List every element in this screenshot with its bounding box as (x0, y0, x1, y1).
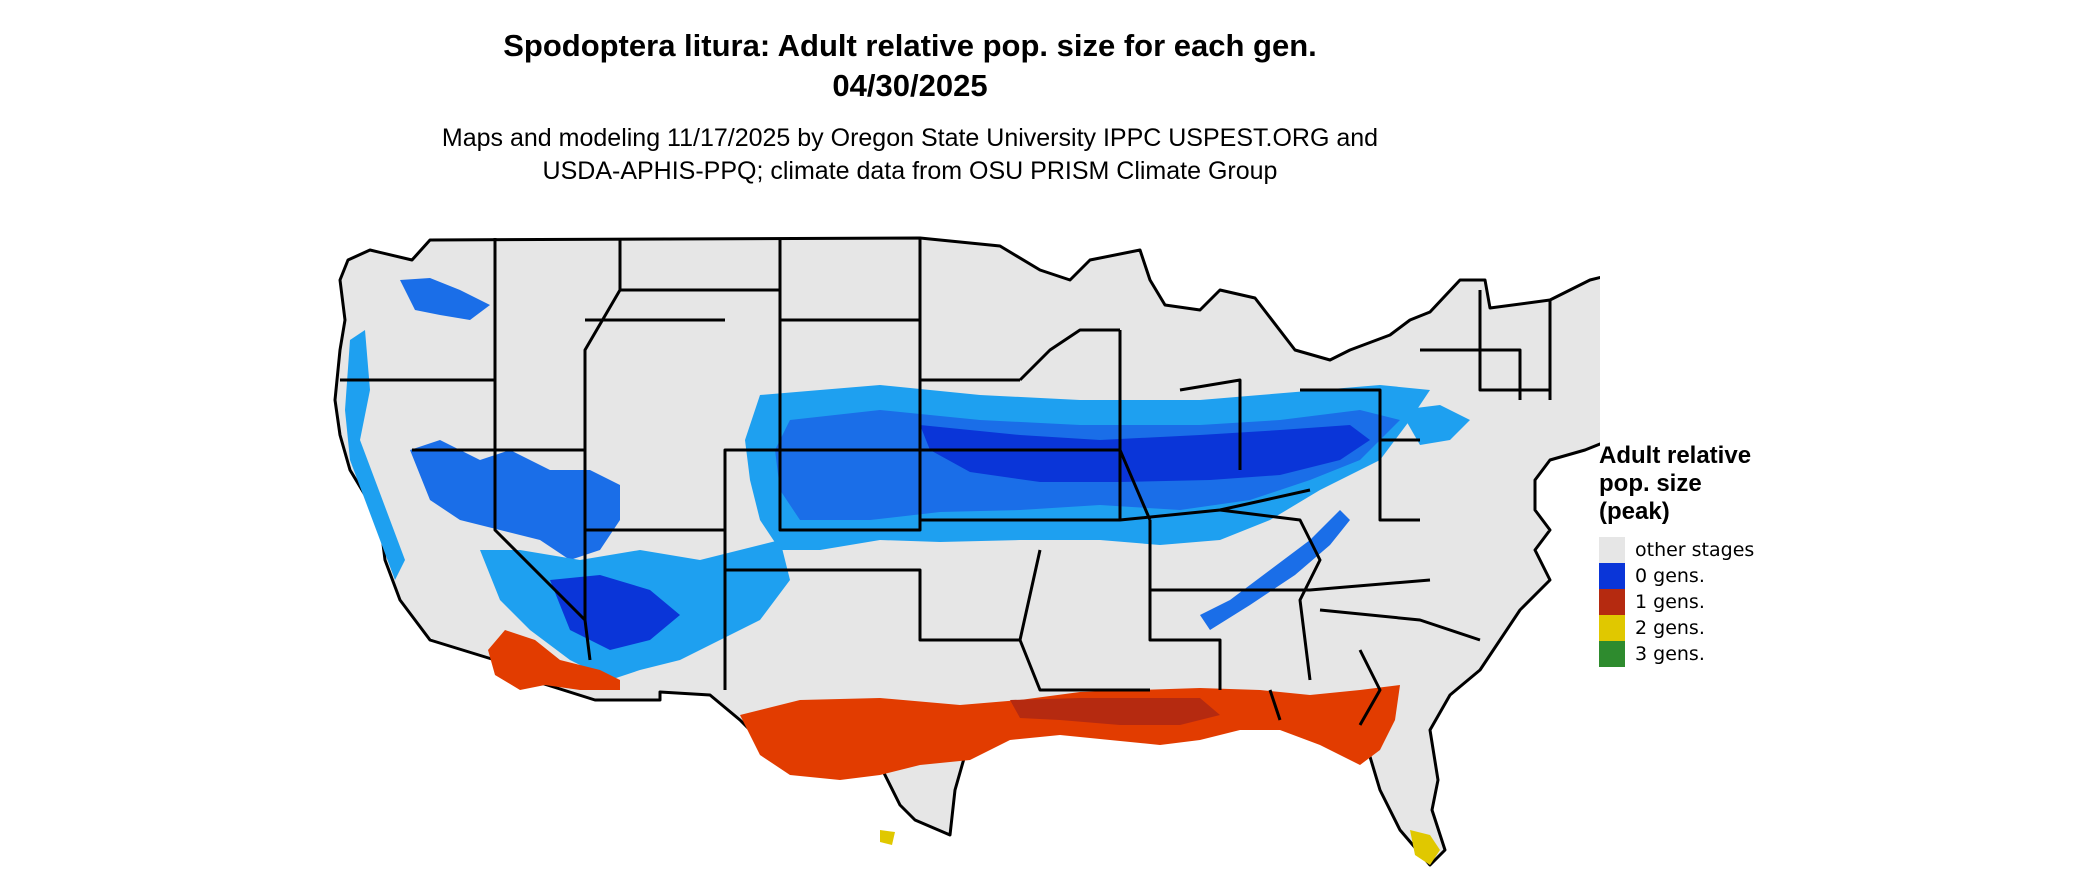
zone-red-gulf-dark (1010, 698, 1220, 725)
legend-title-line-2: pop. size (1599, 470, 1702, 497)
legend-label: 0 gens. (1635, 565, 1705, 587)
legend-swatch (1599, 537, 1625, 563)
legend-swatch (1599, 615, 1625, 641)
zone-yellow-texas (880, 830, 895, 845)
legend-item-3-gens: 3 gens. (1599, 641, 1705, 667)
legend-item-2-gens: 2 gens. (1599, 615, 1705, 641)
zone-blue-pacific-northwest (400, 278, 490, 320)
state-borders (340, 238, 1552, 726)
zone-red-arizona (488, 630, 620, 690)
credit-line-2: USDA-APHIS-PPQ; climate data from OSU PR… (542, 157, 1278, 185)
legend-title-line-3: (peak) (1599, 498, 1670, 525)
legend-swatch (1599, 589, 1625, 615)
legend-item-other-stages: other stages (1599, 537, 1754, 563)
zone-blue-northeast (1400, 405, 1470, 445)
legend-label: 1 gens. (1635, 591, 1705, 613)
zone-blue-southwest-dark (550, 575, 680, 650)
legend-label: 3 gens. (1635, 643, 1705, 665)
us-map (333, 236, 1600, 867)
zone-dark-blue-central (920, 425, 1370, 482)
zone-yellow-florida (1410, 830, 1440, 865)
zone-blue-great-basin (410, 440, 620, 560)
legend-swatch (1599, 641, 1625, 667)
legend-swatch (1599, 563, 1625, 589)
credit-line-1: Maps and modeling 11/17/2025 by Oregon S… (441, 124, 1379, 152)
zone-red-gulf (740, 685, 1400, 780)
legend-label: 2 gens. (1635, 617, 1705, 639)
zone-blue-appalachian (1200, 510, 1350, 630)
legend-title-line-1: Adult relative (1599, 442, 1752, 469)
legend-item-1-gens: 1 gens. (1599, 589, 1705, 615)
legend-item-0-gens: 0 gens. (1599, 563, 1705, 589)
legend-title: Adult relative pop. size (peak) (1599, 442, 1751, 526)
legend-label: other stages (1635, 539, 1755, 561)
map-date: 04/30/2025 (832, 68, 988, 103)
zone-blue-coast (345, 330, 405, 580)
map-title: Spodoptera litura: Adult relative pop. s… (503, 28, 1317, 63)
